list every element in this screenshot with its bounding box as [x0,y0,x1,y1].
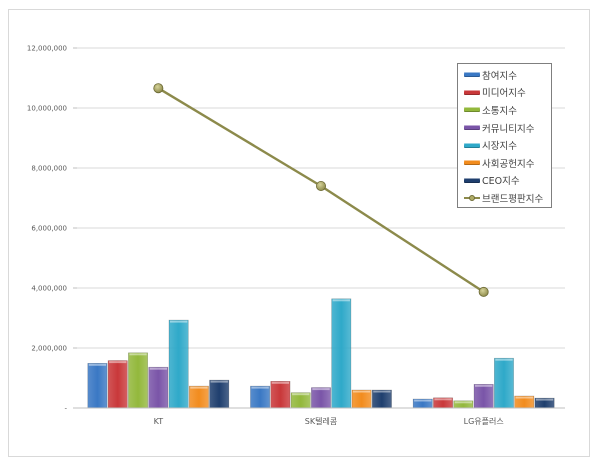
legend-item: 미디어지수 [464,84,551,102]
legend-label: 사회공헌지수 [482,158,535,170]
legend-swatch-icon [464,107,480,113]
svg-text:8,000,000: 8,000,000 [31,165,67,173]
legend-item: 사회공헌지수 [464,154,551,172]
legend-swatch-icon [464,177,480,183]
x-axis-category-label: KT [154,417,164,426]
svg-text:10,000,000: 10,000,000 [27,105,67,113]
svg-text:6,000,000: 6,000,000 [31,225,67,233]
gridlines [73,47,565,409]
bar [209,379,230,409]
legend-label: CEO지수 [482,176,520,188]
legend-label: 미디어지수 [482,88,526,100]
line-marker [478,286,489,297]
svg-text:4,000,000: 4,000,000 [31,285,67,293]
legend-swatch-icon [464,142,480,148]
legend-label: 커뮤니티지수 [482,123,535,135]
legend-item: 커뮤니티지수 [464,119,551,137]
legend-swatch-icon [464,72,480,78]
bar [87,362,108,409]
legend-swatch-icon [464,160,480,166]
line-marker [315,180,326,191]
legend-item: 참여지수 [464,66,551,84]
legend-swatch-icon [464,125,480,131]
bar [331,298,352,409]
bar [168,319,189,409]
bar-series [87,298,555,409]
bar [371,389,392,409]
bar [311,387,331,409]
line-series-brand-reputation [153,83,489,297]
legend-label: 소통지수 [482,105,517,117]
bar [148,366,169,409]
legend-item: CEO지수 [464,172,551,190]
x-axis-category-label: LG유플러스 [464,417,504,426]
legend-line-marker-icon [464,194,480,202]
svg-text:2,000,000: 2,000,000 [31,345,67,353]
bar [107,360,128,409]
bar [473,383,494,409]
x-axis: KT SK텔레콤 LG유플러스 [77,407,565,426]
bar [128,352,148,409]
legend-item: 소통지수 [464,101,551,119]
bar [494,357,514,409]
y-axis-labels: - 2,000,000 4,000,000 6,000,000 8,000,000 10,… [27,45,68,413]
bar [351,389,372,409]
legend-swatch-icon [464,89,480,95]
bar [270,380,291,409]
legend-label: 브랜드평판지수 [482,193,544,205]
line-marker [153,83,164,94]
legend-item: 시장지수 [464,136,551,154]
bar [250,385,271,409]
legend-item: 브랜드평판지수 [464,189,551,207]
svg-text:-: - [64,405,67,413]
bar [188,385,209,409]
svg-text:12,000,000: 12,000,000 [27,45,67,53]
x-axis-category-label: SK텔레콤 [305,417,337,426]
chart-legend: 참여지수 미디어지수 소통지수 커뮤니티지수 시장지수 사회공헌지수 CEO지수… [457,63,552,208]
legend-label: 시장지수 [482,141,517,153]
legend-label: 참여지수 [482,70,517,82]
